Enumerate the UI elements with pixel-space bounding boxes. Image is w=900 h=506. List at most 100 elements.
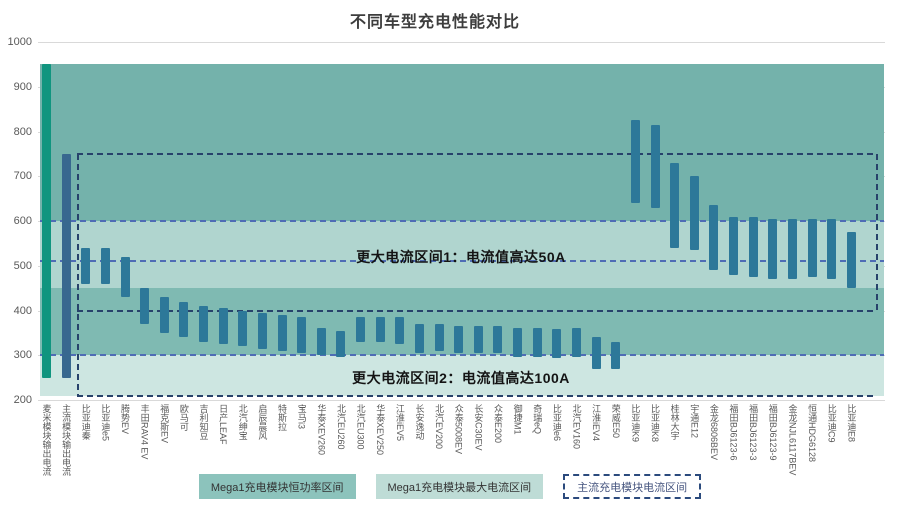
y-axis-tick-label: 300 xyxy=(13,349,32,362)
x-axis-category-label: 腾势EV xyxy=(120,404,131,435)
y-axis-tick-label: 200 xyxy=(13,394,32,406)
range-bar[interactable] xyxy=(297,317,307,353)
range-bar[interactable] xyxy=(552,329,562,359)
dashed-threshold-line xyxy=(77,309,876,312)
y-axis-tick-label: 800 xyxy=(13,125,32,138)
x-axis-category-label: 长安C30EV xyxy=(473,404,484,451)
x-axis-category-label: 麦米模块输出电流 xyxy=(41,404,52,476)
range-bar[interactable] xyxy=(513,328,523,358)
x-axis-category-label: 宝马i3 xyxy=(296,404,307,430)
range-bar[interactable] xyxy=(846,232,856,289)
x-axis-category-label: 日产LEAF xyxy=(218,404,229,445)
y-axis-tick-label: 600 xyxy=(13,215,32,227)
range-bar[interactable] xyxy=(630,120,640,204)
x-axis-category-label: 比亚迪秦 xyxy=(80,404,91,440)
range-bar[interactable] xyxy=(316,328,326,356)
x-axis-category-label: 华泰XEV260 xyxy=(316,404,327,456)
legend-item[interactable]: Mega1充电模块恒功率区间 xyxy=(198,474,356,499)
range-bar[interactable] xyxy=(159,297,169,333)
y-axis-tick-label: 400 xyxy=(13,304,32,317)
x-axis-category-label: 福田BJ6123-3 xyxy=(748,404,759,461)
range-bar[interactable] xyxy=(434,323,444,351)
range-bar[interactable] xyxy=(729,216,739,275)
x-axis-category-label: 众泰E200 xyxy=(492,404,503,444)
range-bar[interactable] xyxy=(375,317,385,342)
range-bar[interactable] xyxy=(238,310,248,347)
dashed-range-border xyxy=(876,153,878,311)
range-bar[interactable] xyxy=(591,337,601,369)
x-axis-category-label: 江淮iEV4 xyxy=(591,404,602,442)
range-bar[interactable] xyxy=(748,216,758,277)
mega-range-band xyxy=(40,221,884,289)
range-bar[interactable] xyxy=(768,218,778,280)
range-bar[interactable] xyxy=(257,312,267,349)
x-axis-category-label: 华泰XEV250 xyxy=(375,404,386,456)
dashed-threshold-line xyxy=(77,152,876,155)
y-axis-tick-label: 900 xyxy=(13,80,32,93)
range-bar[interactable] xyxy=(356,317,366,342)
range-bar[interactable] xyxy=(787,218,797,280)
x-axis-category-label: 主流模块输出电流 xyxy=(61,404,72,476)
annotation-text: 更大电流区间2：电流值高达100A xyxy=(352,369,570,386)
range-bar[interactable] xyxy=(689,176,699,251)
x-axis-category-label: 御捷M1 xyxy=(512,404,523,435)
range-bar[interactable] xyxy=(807,218,817,277)
x-axis-category-label: 启辰晨风 xyxy=(257,404,268,440)
range-bar[interactable] xyxy=(395,317,405,345)
y-axis-tick-label: 700 xyxy=(13,170,32,183)
range-bar[interactable] xyxy=(277,314,287,351)
range-bar[interactable] xyxy=(199,306,209,342)
x-axis-category-label: 桂林大宇 xyxy=(669,404,680,440)
mega-range-band xyxy=(40,64,884,221)
x-axis-category-label: 比亚迪K9 xyxy=(630,404,641,443)
range-bar[interactable] xyxy=(493,326,503,353)
x-axis-category-label: 宇通E12 xyxy=(689,404,700,439)
range-bar[interactable] xyxy=(611,341,621,369)
dashed-threshold-line xyxy=(77,394,876,397)
range-bar[interactable] xyxy=(42,64,51,378)
y-gridline xyxy=(38,400,885,401)
range-bar[interactable] xyxy=(473,326,483,353)
x-axis-category-label: 欧马可 xyxy=(178,404,189,431)
range-bar[interactable] xyxy=(336,330,346,358)
x-axis-category-label: 江淮iEV5 xyxy=(394,404,405,442)
range-bar[interactable] xyxy=(100,247,110,284)
range-bar[interactable] xyxy=(179,301,189,338)
x-axis-category-label: 北汽EV160 xyxy=(571,404,582,450)
range-bar[interactable] xyxy=(218,308,228,345)
x-axis-category-label: 福克斯EV xyxy=(159,404,170,444)
x-axis-category-label: 金龙6806BEV xyxy=(708,404,719,461)
x-axis-category-label: 福田BJ6123-6 xyxy=(728,404,739,461)
x-axis-category-label: 金龙NJL6117BEV xyxy=(787,404,798,476)
x-axis-category-label: 比亚迪K8 xyxy=(650,404,661,443)
range-bar[interactable] xyxy=(709,205,719,271)
x-axis-category-label: 比亚迪E8 xyxy=(846,404,857,443)
x-axis-category-label: 丰田RAV4 EV xyxy=(139,404,150,460)
range-bar[interactable] xyxy=(827,218,837,280)
annotation-text: 更大电流区间1：电流值高达50A xyxy=(356,248,566,265)
range-bar[interactable] xyxy=(61,153,71,378)
range-bar[interactable] xyxy=(120,256,130,298)
x-axis-category-label: 长安逸动 xyxy=(414,404,425,440)
dashed-threshold-line xyxy=(40,260,884,263)
x-axis-category-label: 北汽EU300 xyxy=(355,404,366,450)
x-axis-category-label: 北汽EV200 xyxy=(434,404,445,450)
x-axis-category-label: 吉利知豆 xyxy=(198,404,209,440)
x-axis-category-label: 北汽EU260 xyxy=(335,404,346,450)
x-axis-category-label: 比亚迪C9 xyxy=(826,404,837,443)
range-bar[interactable] xyxy=(81,247,91,284)
range-bar[interactable] xyxy=(454,326,464,353)
legend-item[interactable]: Mega1充电模块最大电流区间 xyxy=(375,474,544,499)
range-bar[interactable] xyxy=(140,288,150,324)
x-axis-category-label: 荣威E50 xyxy=(610,404,621,439)
x-axis-category-label: 众泰5008EV xyxy=(453,404,464,455)
range-bar[interactable] xyxy=(650,124,660,208)
range-bar[interactable] xyxy=(532,328,542,358)
x-axis-category-label: 北汽绅宝 xyxy=(237,404,248,440)
range-bar[interactable] xyxy=(414,323,424,353)
range-bar[interactable] xyxy=(572,328,581,358)
legend-item[interactable]: 主流充电模块电流区间 xyxy=(563,474,702,499)
y-axis-tick-label: 500 xyxy=(13,259,32,272)
range-bar[interactable] xyxy=(670,162,680,248)
